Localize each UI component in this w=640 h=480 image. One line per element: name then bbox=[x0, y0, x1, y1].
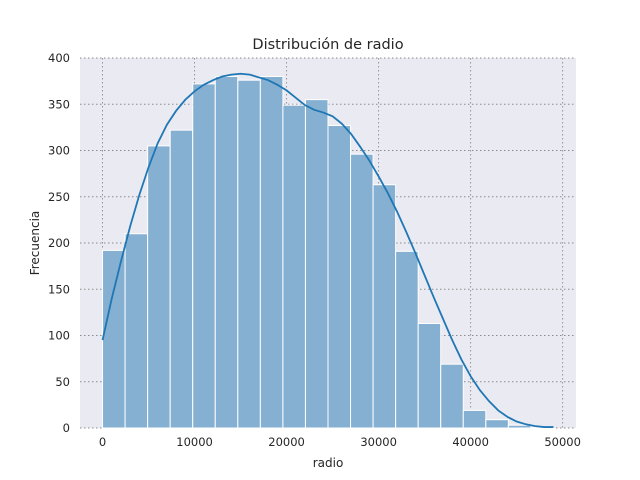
y-tick-label: 150 bbox=[48, 282, 70, 296]
histogram-bar bbox=[214, 76, 239, 429]
histogram-bars bbox=[102, 76, 554, 429]
y-tick-label: 250 bbox=[48, 190, 70, 204]
histogram-bar bbox=[350, 153, 374, 429]
y-axis-ticks: 0 50 100 150 200 250 300 350 400 bbox=[48, 51, 70, 435]
histogram-bar bbox=[304, 99, 329, 429]
histogram-bar bbox=[395, 250, 419, 429]
y-tick-label: 350 bbox=[48, 97, 70, 111]
x-tick-label: 40000 bbox=[452, 435, 489, 449]
y-tick-label: 400 bbox=[48, 51, 70, 65]
histogram-bar bbox=[462, 409, 487, 429]
y-tick-label: 0 bbox=[63, 421, 70, 435]
histogram-bar bbox=[169, 129, 194, 429]
histogram-bar bbox=[372, 184, 397, 429]
x-axis-label: radio bbox=[313, 456, 344, 470]
chart-title: Distribución de radio bbox=[252, 37, 403, 53]
x-tick-label: 50000 bbox=[544, 435, 581, 449]
x-tick-label: 20000 bbox=[268, 435, 305, 449]
x-tick-label: 10000 bbox=[176, 435, 213, 449]
x-tick-label: 30000 bbox=[360, 435, 397, 449]
histogram-bar bbox=[327, 125, 352, 429]
x-axis-ticks: 0 10000 20000 30000 40000 50000 bbox=[99, 435, 581, 449]
y-tick-label: 300 bbox=[48, 144, 70, 158]
histogram-bar bbox=[485, 419, 509, 429]
histogram-bar bbox=[237, 79, 261, 429]
histogram-bar bbox=[417, 322, 442, 429]
kde-curve bbox=[101, 72, 554, 428]
y-tick-label: 200 bbox=[48, 236, 70, 250]
histogram-bar bbox=[147, 145, 171, 429]
histogram-bar bbox=[440, 363, 464, 429]
y-tick-label: 100 bbox=[48, 329, 70, 343]
histogram-bar bbox=[124, 233, 149, 429]
histogram-bar bbox=[507, 424, 532, 429]
histogram-bar bbox=[102, 249, 126, 429]
y-tick-label: 50 bbox=[55, 375, 70, 389]
y-axis-label: Frecuencia bbox=[28, 211, 42, 276]
histogram-bar bbox=[282, 104, 306, 429]
x-tick-label: 0 bbox=[99, 435, 106, 449]
histogram-bar bbox=[259, 76, 284, 429]
histogram-bar bbox=[192, 83, 216, 429]
